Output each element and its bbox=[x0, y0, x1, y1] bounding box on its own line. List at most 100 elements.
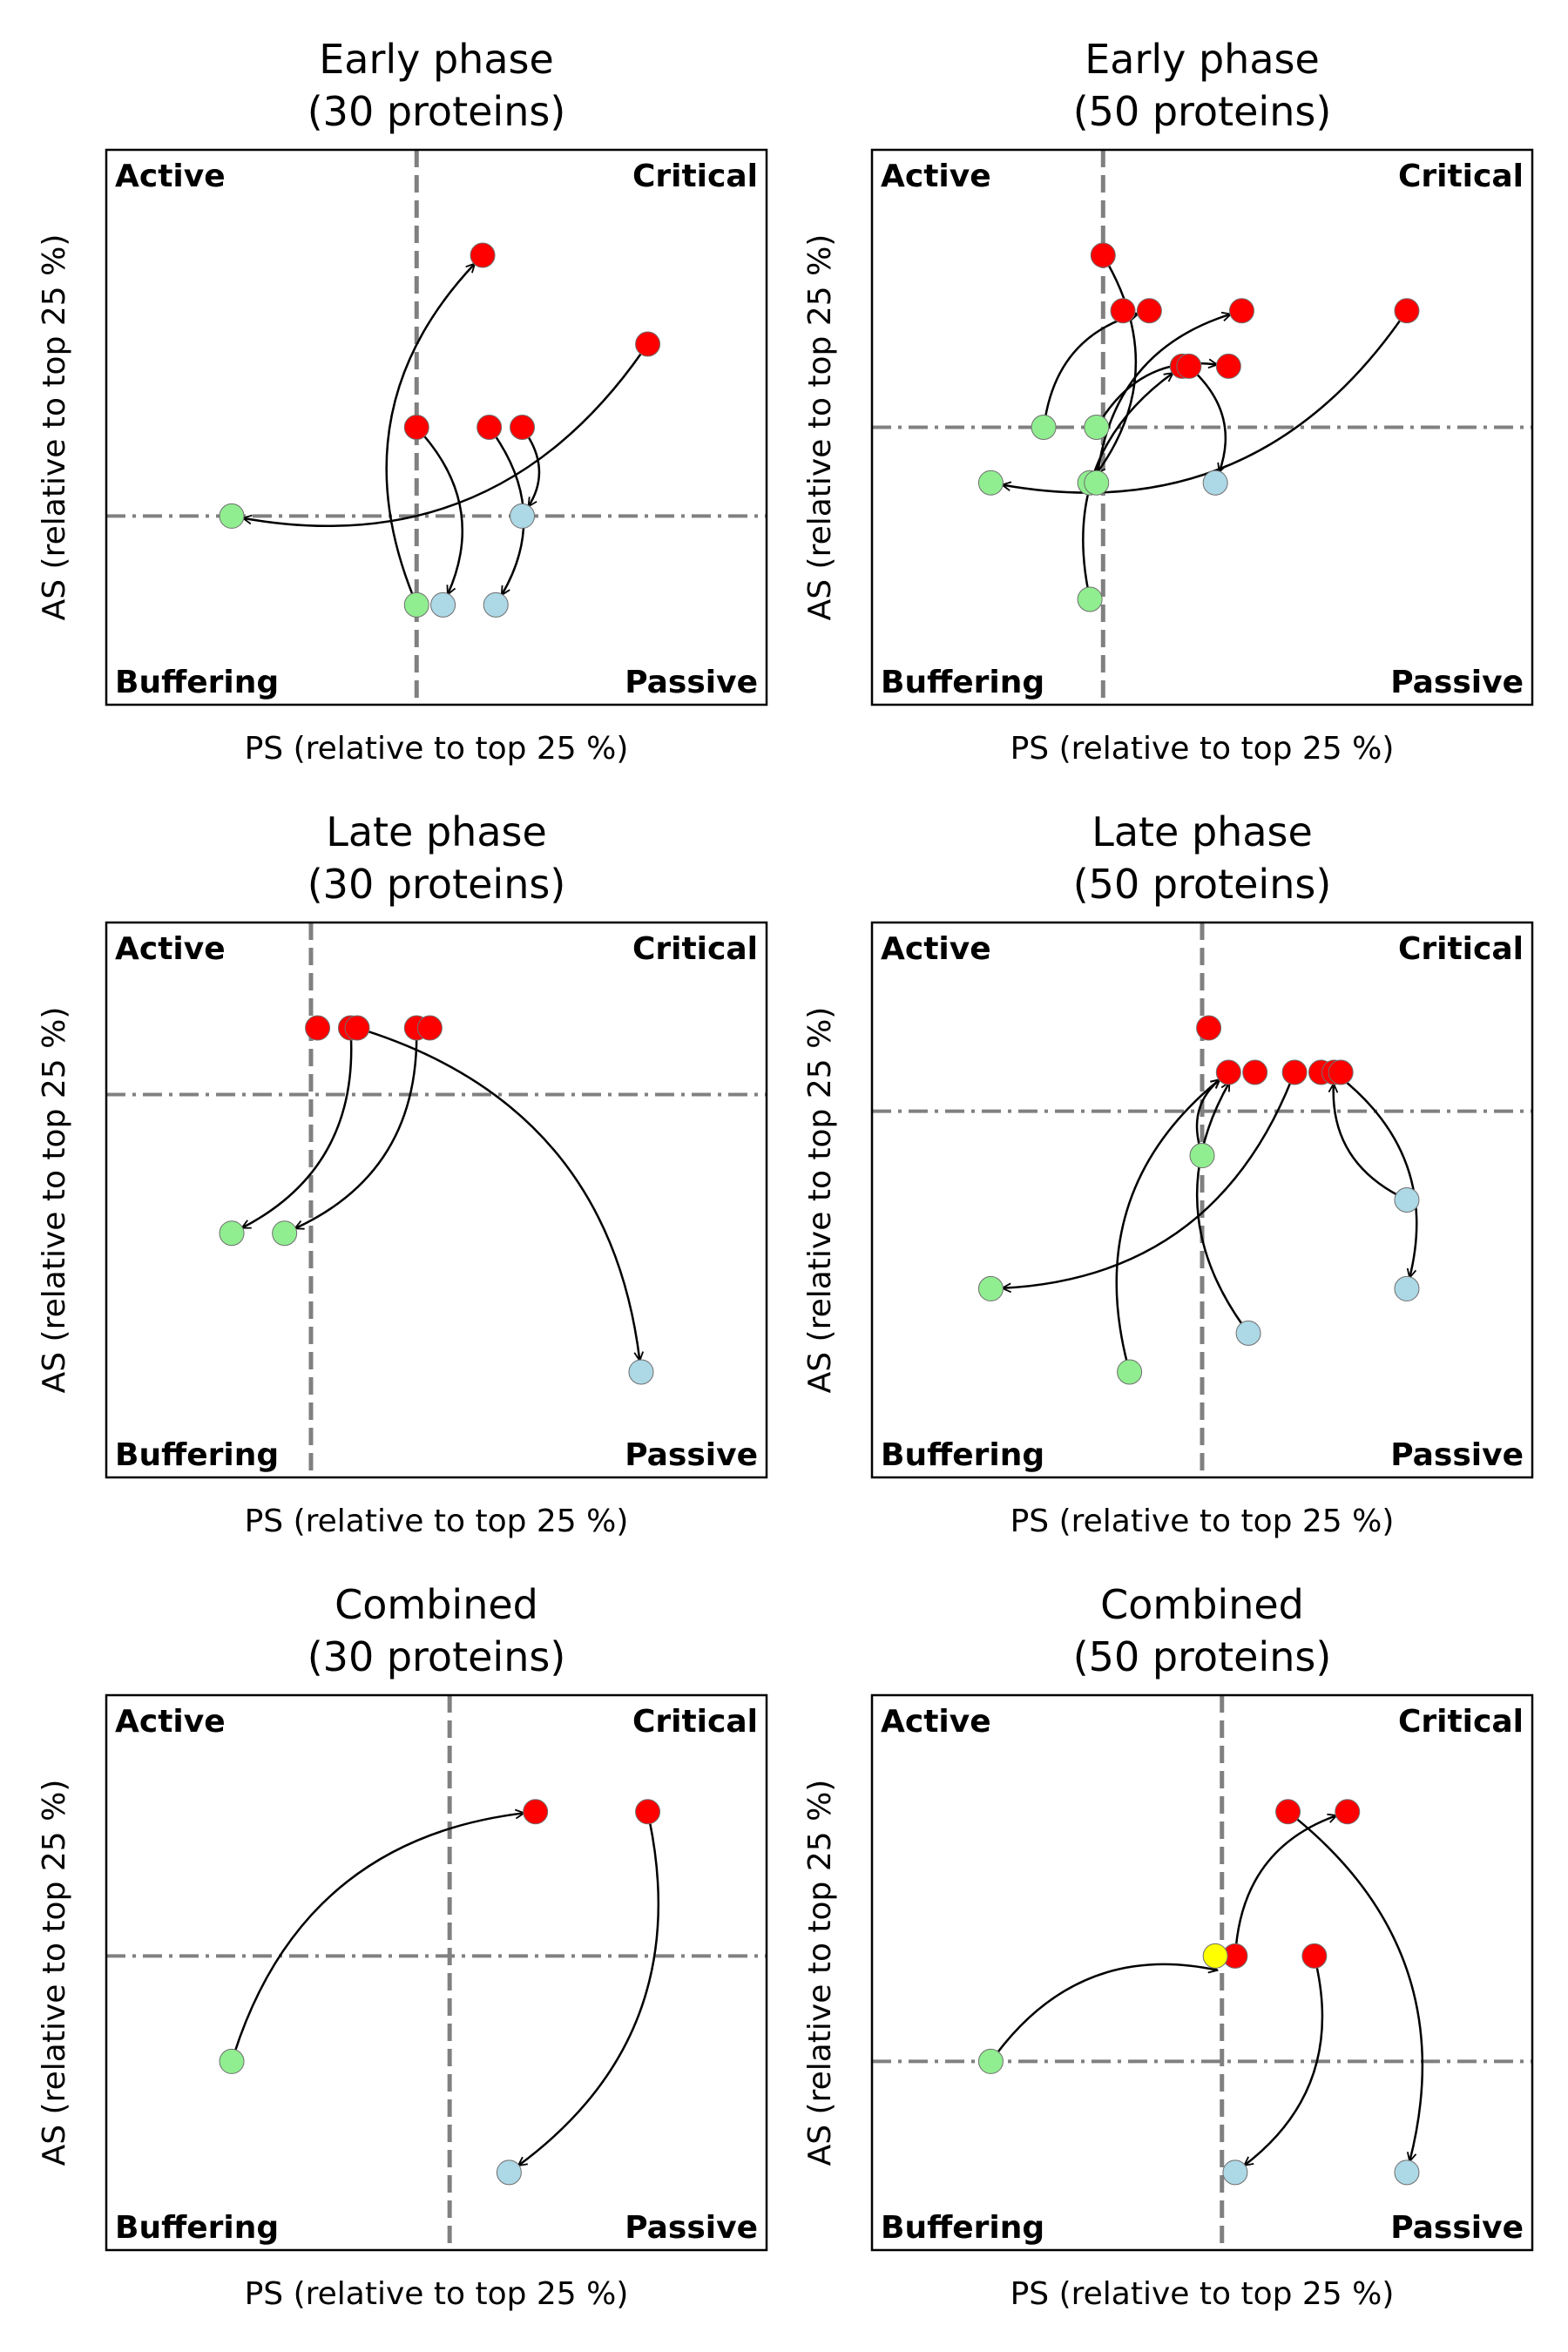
chart-title: (30 proteins) bbox=[308, 861, 566, 908]
transition-arrow-6 bbox=[1340, 1077, 1418, 1278]
quadrant-label-top-left: Active bbox=[115, 159, 226, 194]
data-point-passive bbox=[1222, 2159, 1248, 2186]
data-point-passive bbox=[1394, 1187, 1420, 1213]
quadrant-label-top-left: Active bbox=[115, 1704, 226, 1740]
data-point-critical bbox=[523, 1799, 549, 1825]
transition-arrow-1 bbox=[233, 1813, 524, 2054]
chart-title: (30 proteins) bbox=[308, 1633, 566, 1680]
y-axis-label: AS (relative to top 25 %) bbox=[37, 1007, 72, 1394]
data-point-critical bbox=[1136, 298, 1162, 324]
data-point-critical bbox=[1110, 298, 1136, 324]
chart-title: (50 proteins) bbox=[1073, 88, 1332, 135]
chart-title: (50 proteins) bbox=[1073, 861, 1332, 908]
transition-arrow-2 bbox=[1097, 262, 1138, 474]
x-axis-label: PS (relative to top 25 %) bbox=[1010, 1504, 1395, 1539]
chart-title: Combined bbox=[335, 1581, 538, 1628]
data-point-buffering bbox=[219, 2048, 245, 2074]
data-point-critical bbox=[1301, 1943, 1328, 1969]
panel-4: Late phase (50 proteins) Active Critical Buf… bbox=[802, 808, 1534, 1539]
quadrant-label-top-right: Critical bbox=[1398, 1704, 1524, 1740]
data-point-buffering bbox=[1084, 470, 1110, 496]
quadrant-label-bottom-right: Passive bbox=[625, 1437, 758, 1473]
data-point-critical bbox=[1242, 1059, 1268, 1085]
data-point-buffering bbox=[272, 1220, 298, 1247]
data-point-buffering bbox=[219, 1220, 245, 1247]
plot-frame bbox=[105, 148, 768, 706]
quadrant-label-bottom-right: Passive bbox=[625, 2210, 758, 2246]
chart-title: (50 proteins) bbox=[1073, 1633, 1332, 1680]
panel-6: Combined (50 proteins) Active Critical Buffe… bbox=[802, 1581, 1534, 2312]
quadrant-label-bottom-right: Passive bbox=[625, 665, 758, 700]
transition-arrow-4 bbox=[1096, 314, 1231, 475]
data-point-critical bbox=[1196, 1015, 1222, 1041]
transition-arrow-4 bbox=[1195, 1082, 1245, 1327]
data-point-critical bbox=[510, 415, 536, 440]
transition-arrow-2 bbox=[1234, 1815, 1337, 1948]
data-point-passive bbox=[430, 591, 456, 618]
transition-arrow-4 bbox=[1294, 1816, 1424, 2161]
data-point-passive bbox=[1202, 470, 1228, 496]
transition-arrow-5 bbox=[1334, 1084, 1400, 1197]
x-axis-label: PS (relative to top 25 %) bbox=[245, 731, 629, 767]
quadrant-label-top-right: Critical bbox=[632, 931, 758, 967]
chart-title: Early phase bbox=[319, 36, 554, 83]
y-axis-label: AS (relative to top 25 %) bbox=[802, 234, 838, 621]
transition-arrow-1 bbox=[1002, 1079, 1293, 1288]
data-point-buffering bbox=[1077, 586, 1103, 612]
plot-frame bbox=[105, 921, 768, 1479]
y-axis-label: AS (relative to top 25 %) bbox=[802, 1007, 838, 1394]
data-point-buffering bbox=[977, 2048, 1004, 2074]
data-point-critical bbox=[1328, 1059, 1354, 1085]
data-point-buffering bbox=[1084, 415, 1110, 440]
chart-title: Late phase bbox=[1092, 808, 1313, 855]
quadrant-label-bottom-right: Passive bbox=[1390, 1437, 1524, 1473]
data-point-buffering bbox=[1189, 1143, 1215, 1169]
panel-1: Early phase (30 proteins) Active Critical Bu… bbox=[37, 36, 768, 767]
data-point-passive bbox=[1394, 2159, 1420, 2186]
transition-arrow-2 bbox=[518, 1820, 659, 2166]
quadrant-label-bottom-left: Buffering bbox=[115, 2210, 279, 2246]
x-axis-label: PS (relative to top 25 %) bbox=[1010, 2276, 1395, 2312]
quadrant-label-top-left: Active bbox=[881, 1704, 991, 1740]
transition-arrow-1 bbox=[995, 1963, 1217, 2056]
data-point-buffering bbox=[403, 591, 429, 618]
plot-frame bbox=[105, 1693, 768, 2252]
quadrant-label-bottom-left: Buffering bbox=[881, 1437, 1044, 1473]
data-point-passive bbox=[628, 1359, 654, 1385]
panel-2: Early phase (50 proteins) Active Critical Bu… bbox=[802, 36, 1534, 767]
data-point-critical bbox=[1335, 1799, 1361, 1825]
data-point-critical bbox=[1176, 353, 1202, 379]
data-point-buffering bbox=[219, 503, 245, 529]
quadrant-label-bottom-left: Buffering bbox=[115, 1437, 279, 1473]
data-point-critical bbox=[635, 1799, 661, 1825]
transition-arrow-3 bbox=[1044, 314, 1139, 419]
y-axis-label: AS (relative to top 25 %) bbox=[37, 234, 72, 621]
transition-arrow-3 bbox=[365, 1029, 640, 1361]
transition-arrow-2 bbox=[294, 1037, 418, 1228]
data-point-other bbox=[1202, 1943, 1228, 1969]
data-point-critical bbox=[470, 242, 496, 268]
quadrant-label-top-right: Critical bbox=[1398, 159, 1524, 194]
transition-arrow-6 bbox=[1082, 373, 1173, 591]
transition-arrow-3 bbox=[421, 433, 463, 594]
data-point-passive bbox=[496, 2159, 522, 2186]
transition-arrow-1 bbox=[242, 1036, 353, 1229]
x-axis-label: PS (relative to top 25 %) bbox=[245, 1504, 629, 1539]
transition-arrow-1 bbox=[1002, 317, 1403, 494]
data-point-passive bbox=[1394, 1275, 1420, 1301]
data-point-buffering bbox=[1031, 415, 1057, 440]
quadrant-label-top-left: Active bbox=[115, 931, 226, 967]
plot-frame bbox=[870, 921, 1534, 1479]
y-axis-label: AS (relative to top 25 %) bbox=[37, 1780, 72, 2166]
data-point-critical bbox=[416, 1015, 443, 1041]
quadrant-label-bottom-right: Passive bbox=[1390, 665, 1524, 700]
quadrant-label-bottom-left: Buffering bbox=[881, 2210, 1044, 2246]
transition-arrow-1 bbox=[243, 350, 644, 528]
chart-title: Early phase bbox=[1085, 36, 1320, 83]
plot-frame bbox=[870, 148, 1534, 706]
panel-5: Combined (30 proteins) Active Critical Buffe… bbox=[37, 1581, 768, 2312]
data-point-critical bbox=[1228, 298, 1254, 324]
quadrant-label-top-right: Critical bbox=[632, 1704, 758, 1740]
data-point-passive bbox=[1235, 1320, 1261, 1346]
